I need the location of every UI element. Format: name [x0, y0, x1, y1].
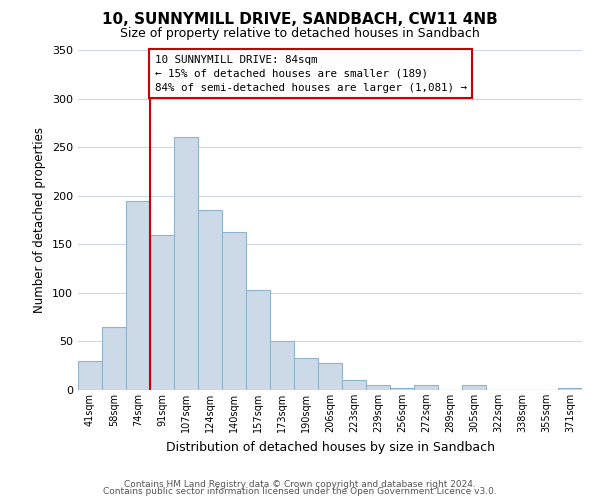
- Bar: [246, 290, 270, 390]
- Text: Contains public sector information licensed under the Open Government Licence v3: Contains public sector information licen…: [103, 487, 497, 496]
- Bar: [294, 358, 318, 390]
- Bar: [366, 385, 390, 390]
- X-axis label: Distribution of detached houses by size in Sandbach: Distribution of detached houses by size …: [166, 440, 494, 454]
- Text: 10, SUNNYMILL DRIVE, SANDBACH, CW11 4NB: 10, SUNNYMILL DRIVE, SANDBACH, CW11 4NB: [102, 12, 498, 28]
- Text: 10 SUNNYMILL DRIVE: 84sqm
← 15% of detached houses are smaller (189)
84% of semi: 10 SUNNYMILL DRIVE: 84sqm ← 15% of detac…: [155, 55, 467, 93]
- Bar: [198, 210, 222, 390]
- Bar: [78, 361, 102, 390]
- Bar: [462, 385, 486, 390]
- Bar: [390, 388, 414, 390]
- Text: Contains HM Land Registry data © Crown copyright and database right 2024.: Contains HM Land Registry data © Crown c…: [124, 480, 476, 489]
- Bar: [414, 385, 438, 390]
- Bar: [150, 234, 174, 390]
- Bar: [342, 380, 366, 390]
- Bar: [318, 363, 342, 390]
- Bar: [126, 200, 150, 390]
- Bar: [222, 232, 246, 390]
- Text: Size of property relative to detached houses in Sandbach: Size of property relative to detached ho…: [120, 28, 480, 40]
- Y-axis label: Number of detached properties: Number of detached properties: [34, 127, 46, 313]
- Bar: [270, 342, 294, 390]
- Bar: [174, 138, 198, 390]
- Bar: [558, 388, 582, 390]
- Bar: [102, 327, 126, 390]
